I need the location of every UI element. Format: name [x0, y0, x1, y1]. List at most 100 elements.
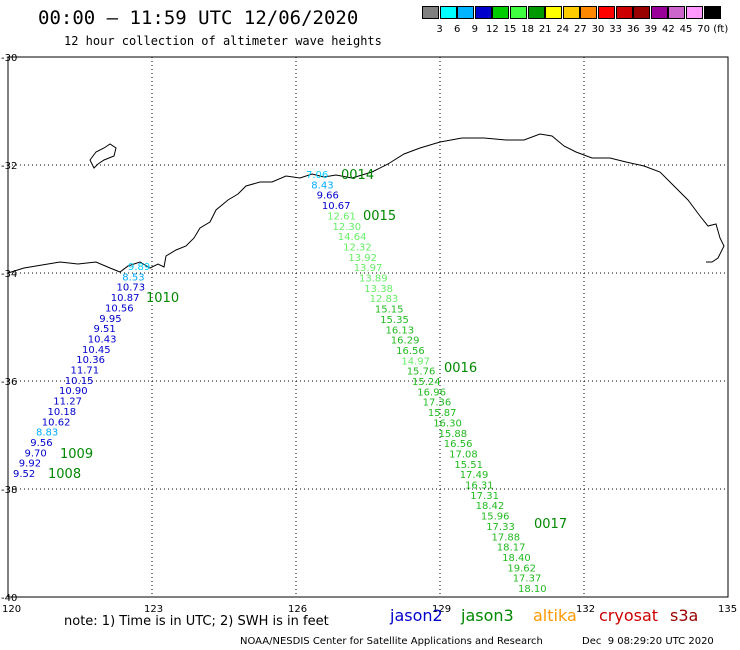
swh-value: 13.89 [359, 274, 388, 285]
island [89, 143, 117, 169]
pass-label-0014: 0014 [341, 168, 374, 183]
legend-label: 21 [538, 24, 552, 35]
mission-s3a: s3a [670, 606, 699, 625]
swh-value: 10.18 [48, 407, 77, 418]
swh-value: 12.32 [343, 242, 372, 253]
swh-value: 16.31 [465, 481, 494, 492]
swh-value: 15.24 [412, 377, 441, 388]
swh-value: 9.52 [13, 469, 35, 480]
legend-swatch [703, 6, 721, 19]
legend-label: 3 [436, 24, 443, 35]
legend-swatch [686, 6, 703, 19]
legend-label: 15 [503, 24, 517, 35]
legend-label: 24 [556, 24, 570, 35]
swh-value: 16.30 [433, 418, 462, 429]
legend-swatch [510, 6, 527, 19]
swh-value: 10.73 [117, 283, 146, 294]
swh-value: 16.56 [396, 346, 425, 357]
legend-swatch [650, 6, 668, 19]
credit-line: NOAA/NESDIS Center for Satellite Applica… [240, 636, 543, 647]
swh-value: 12.61 [327, 211, 356, 222]
swh-value: 13.38 [364, 284, 393, 295]
east-track-values: 7.068.439.6610.6712.6112.3014.6412.3213.… [306, 170, 547, 595]
coastline [7, 133, 725, 274]
swh-value: 8.53 [122, 272, 144, 283]
pass-label-0017: 0017 [534, 517, 567, 532]
mission-jason2: jason2 [390, 606, 443, 625]
mission-altika: altika [533, 606, 577, 625]
legend-label: 42 [662, 24, 675, 35]
lat-tick-label: -34 [1, 269, 17, 280]
lat-tick-label: -32 [1, 161, 17, 172]
lon-tick-label: 120 [2, 604, 21, 615]
lon-tick-label: 123 [144, 604, 163, 615]
legend-label: 33 [609, 24, 622, 35]
swh-value: 19.62 [507, 563, 536, 574]
mission-cryosat: cryosat [599, 606, 659, 625]
swh-value: 18.42 [476, 501, 505, 512]
legend-swatch [439, 6, 457, 19]
mission-jason3: jason3 [461, 606, 514, 625]
swh-value: 17.36 [423, 398, 452, 409]
lon-tick-label: 132 [576, 604, 595, 615]
legend-label: 12 [486, 24, 499, 35]
swh-value: 14.64 [338, 232, 367, 243]
swh-value: 10.45 [82, 345, 111, 356]
legend-swatch [562, 6, 580, 19]
swh-value: 10.87 [111, 293, 140, 304]
swh-value: 9.92 [19, 459, 41, 470]
swh-value: 10.67 [322, 201, 351, 212]
swh-value: 9.66 [317, 191, 339, 202]
swh-value: 10.36 [76, 355, 105, 366]
pass-label-1009: 1009 [60, 447, 93, 462]
legend-swatch [422, 6, 439, 19]
map-title: 00:00 – 11:59 UTC 12/06/2020 [38, 7, 359, 29]
lon-tick-label: 126 [288, 604, 307, 615]
lon-tick-labels: 120 123 126 129 132 135 [2, 604, 737, 615]
footnote: note: 1) Time is in UTC; 2) SWH is in fe… [64, 614, 329, 629]
west-track-values: 9.898.5310.7310.8710.569.959.5110.4310.4… [13, 262, 150, 480]
legend-swatch [474, 6, 492, 19]
legend-swatch [615, 6, 633, 19]
legend-label: 27 [574, 24, 587, 35]
legend-label: 39 [644, 24, 658, 35]
lat-tick-label: -36 [1, 377, 17, 388]
legend-swatch [527, 6, 545, 19]
swh-value: 7.06 [306, 170, 328, 181]
pass-label-0015: 0015 [363, 209, 396, 224]
legend-label: 6 [454, 24, 461, 35]
swh-value: 8.43 [311, 180, 333, 191]
swh-value: 11.71 [71, 366, 100, 377]
legend-label: 70 [697, 24, 710, 35]
swh-value: 17.31 [470, 491, 499, 502]
swh-value: 15.88 [439, 429, 468, 440]
swh-value: 10.56 [105, 303, 134, 314]
swh-value: 11.27 [53, 397, 82, 408]
map-subtitle: 12 hour collection of altimeter wave hei… [64, 34, 382, 48]
swh-value: 13.92 [348, 253, 377, 264]
pass-label-0016: 0016 [444, 361, 477, 376]
swh-value: 10.43 [88, 334, 117, 345]
swh-value: 10.62 [42, 417, 71, 428]
legend-swatch [580, 6, 598, 19]
swh-value: 16.13 [386, 325, 415, 336]
swh-value: 17.88 [492, 532, 521, 543]
lat-tick-label: -30 [1, 53, 17, 64]
swh-value: 9.95 [99, 314, 121, 325]
generated-timestamp: Dec 9 08:29:20 UTC 2020 [582, 636, 714, 647]
swh-value: 12.30 [333, 222, 362, 233]
pass-label-1010: 1010 [146, 291, 179, 306]
legend-swatch [457, 6, 475, 19]
swh-value: 18.10 [518, 584, 547, 595]
swh-value: 15.35 [380, 315, 409, 326]
swh-value: 17.37 [513, 574, 542, 585]
lon-tick-label: 135 [718, 604, 737, 615]
swh-value: 14.97 [401, 356, 430, 367]
legend-swatch [492, 6, 510, 19]
swh-value: 18.17 [497, 543, 526, 554]
legend-swatch [668, 6, 686, 19]
swh-value: 15.76 [407, 367, 436, 378]
swh-value: 10.15 [65, 376, 94, 387]
lat-tick-label: -38 [1, 485, 17, 496]
